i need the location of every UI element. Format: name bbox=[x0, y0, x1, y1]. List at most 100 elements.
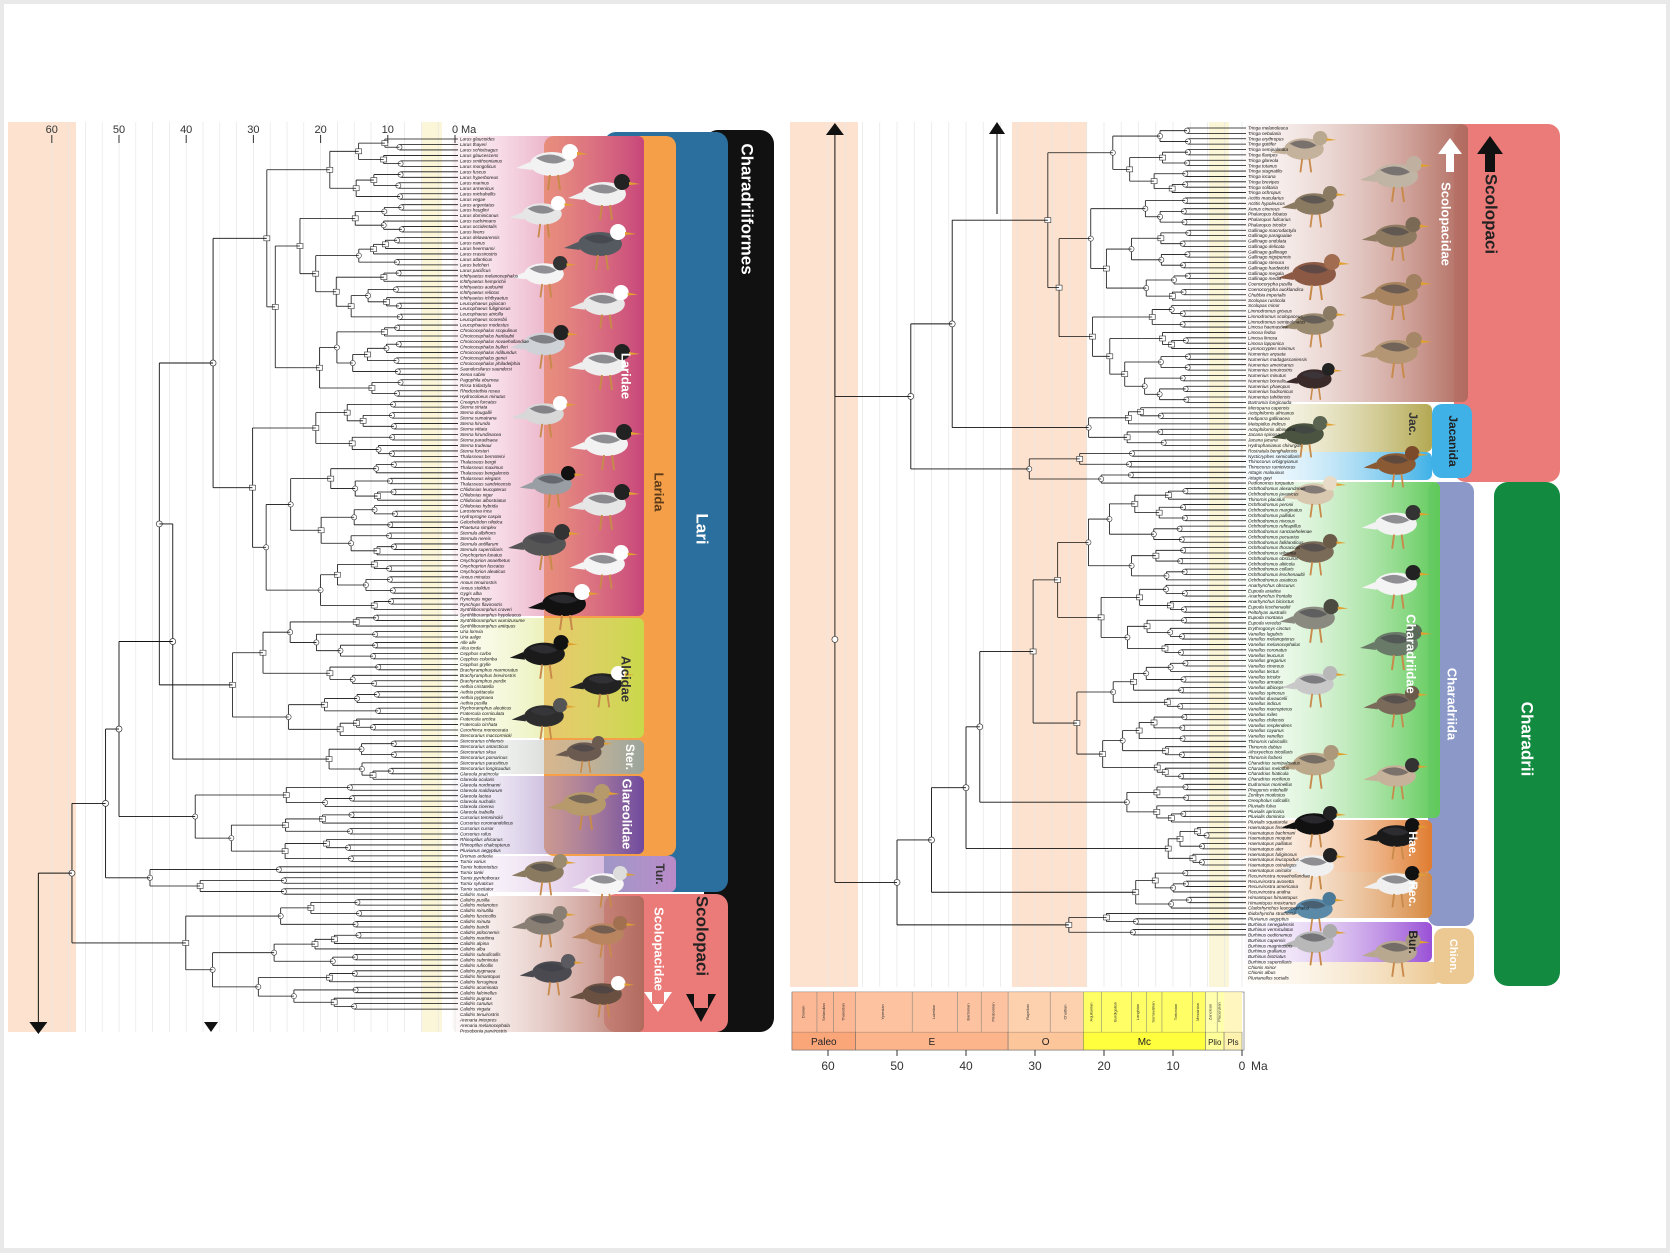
bird-leg bbox=[539, 881, 544, 896]
tip-label-left: Cerorhinca monocerata bbox=[460, 728, 508, 733]
bird-tail bbox=[548, 802, 564, 810]
tip-label-left: Larus cachinnans bbox=[460, 219, 497, 224]
bird-leg bbox=[1310, 387, 1314, 400]
bird-leg bbox=[1319, 284, 1323, 301]
tip-label-right: Chubbia imperialis bbox=[1248, 292, 1286, 297]
bird-illustration bbox=[1271, 416, 1337, 458]
bird-tail bbox=[508, 542, 524, 550]
tip-label-left: Larus smithsonianus bbox=[460, 158, 503, 163]
bird-tail bbox=[555, 750, 568, 757]
bird-leg bbox=[1309, 333, 1314, 348]
bird-tail bbox=[509, 652, 525, 660]
oligocene-band-right bbox=[1012, 122, 1087, 987]
tip-label-right: Tringa melanoleuca bbox=[1248, 126, 1288, 131]
tip-label-right: Attagis gayi bbox=[1247, 475, 1273, 480]
bird-head bbox=[592, 736, 605, 749]
tip-label-right: Metopidius indicus bbox=[1248, 421, 1286, 426]
tip-label-left: Leucophaeus fuliginosus bbox=[460, 306, 511, 311]
paleocene-band-right bbox=[790, 122, 858, 987]
bird-illustration bbox=[571, 866, 637, 908]
tip-label-right: Burhinus magnirostris bbox=[1248, 943, 1293, 948]
bird-head bbox=[1313, 131, 1328, 146]
tip-label-left: Larus dominicanus bbox=[460, 213, 499, 218]
tick-label-left: 30 bbox=[247, 124, 259, 136]
tip-label-left: Stercorarius parasiticus bbox=[460, 760, 509, 765]
bird-illustration bbox=[1360, 332, 1432, 379]
tip-label-left: Chroicocephalus philadelphia bbox=[460, 361, 520, 366]
bird-illustration bbox=[1361, 565, 1431, 609]
tip-label-right: Limnodromus griseus bbox=[1248, 309, 1293, 314]
bird-beak bbox=[1336, 673, 1347, 676]
bird-wing bbox=[1381, 827, 1409, 836]
tip-label-left: Cepphus carbo bbox=[460, 651, 492, 656]
tip-label-left: Larus livens bbox=[460, 230, 485, 235]
tip-label-left: Calidris mauri bbox=[460, 892, 489, 897]
bird-leg bbox=[1400, 473, 1405, 488]
bird-wing bbox=[589, 925, 617, 934]
bird-beak bbox=[589, 592, 600, 595]
bird-leg bbox=[537, 223, 542, 238]
tip-label-right: Tringa ochropus bbox=[1248, 190, 1282, 195]
bird-leg bbox=[1391, 654, 1395, 671]
tick-label-right: 50 bbox=[890, 1059, 904, 1073]
bird-leg bbox=[599, 514, 603, 531]
bird-illustration bbox=[569, 545, 639, 589]
bird-head bbox=[614, 484, 630, 500]
tip-label-left: Synthliboramphus antiquus bbox=[460, 624, 516, 629]
bird-tail bbox=[509, 342, 525, 350]
tip-label-right: Microparra capensis bbox=[1248, 405, 1290, 410]
bird-leg bbox=[548, 664, 553, 679]
tip-label-left: Leucophaeus atricilla bbox=[460, 312, 504, 317]
tip-label-left: Larus thayeri bbox=[460, 142, 488, 147]
tip-label-right: Charadrius melodus bbox=[1248, 766, 1290, 771]
tip-label-left: Calidris tenuirostris bbox=[460, 1012, 500, 1017]
tip-label-left: Chroicocephalus hartlaubii bbox=[460, 334, 515, 339]
bird-wing bbox=[584, 234, 614, 244]
tip-label-left: Turnix tanki bbox=[460, 870, 484, 875]
bird-wing bbox=[1380, 166, 1410, 176]
bird-beak bbox=[1419, 224, 1431, 228]
tip-label-right: Anarhynchus obscurus bbox=[1247, 583, 1295, 588]
tip-label-left: Glareola maldivarum bbox=[460, 788, 503, 793]
bird-wing bbox=[1380, 634, 1410, 644]
bird-beak bbox=[1419, 940, 1431, 944]
up-arrow-right-2 bbox=[989, 122, 1005, 134]
bird-beak bbox=[1418, 693, 1429, 696]
bird-leg bbox=[588, 760, 592, 773]
tip-label-left: Synthliboramphus craveri bbox=[460, 607, 513, 612]
bird-beak bbox=[626, 873, 637, 876]
bird-tail bbox=[1281, 202, 1296, 210]
bird-tail bbox=[1281, 864, 1296, 872]
tip-label-right: Haematopus unicolor bbox=[1248, 868, 1292, 873]
tip-label-left: Synthliboramphus wumizusume bbox=[460, 618, 525, 623]
tip-label-left: Cursorius rufus bbox=[460, 832, 492, 837]
bird-beak bbox=[1421, 340, 1432, 343]
tip-label-right: Haematopus fuliginosus bbox=[1248, 852, 1298, 857]
tip-label-right: Burhinus vermiculatus bbox=[1248, 927, 1294, 932]
tip-label-right: Actophilornis albinucha bbox=[1247, 427, 1296, 432]
tip-label-left: Sterna sumatrana bbox=[460, 416, 497, 421]
tip-label-left: Aethia pygmaea bbox=[459, 695, 494, 700]
bird-leg bbox=[547, 981, 552, 996]
bird-illustration bbox=[516, 144, 588, 191]
epoch-label: Plio bbox=[1208, 1038, 1222, 1047]
epoch-label: E bbox=[929, 1037, 936, 1048]
tip-label-right: Ochthodromus ruficapillus bbox=[1248, 524, 1302, 529]
tip-label-right: Vanellus leucurus bbox=[1248, 653, 1285, 658]
tip-label-right: Tringa semipalmata bbox=[1248, 147, 1288, 152]
bird-illustration bbox=[1281, 924, 1347, 966]
tip-label-right: Pluvialis squatarola bbox=[1248, 820, 1288, 825]
tip-label-right: Tringa brevipes bbox=[1248, 179, 1280, 184]
bird-head bbox=[613, 866, 628, 881]
bird-tail bbox=[1283, 907, 1297, 915]
scolopaci-down-arrow bbox=[686, 994, 716, 1022]
bird-beak bbox=[1334, 369, 1343, 372]
bird-leg bbox=[548, 881, 553, 896]
bird-beak bbox=[1336, 193, 1347, 196]
tip-label-left: Calidris subruficollis bbox=[460, 952, 501, 957]
tip-label-right: Vanellus tricolor bbox=[1248, 674, 1281, 679]
tick-label-left: 20 bbox=[314, 124, 326, 136]
tip-label-left: Brachyramphus perdix bbox=[460, 678, 507, 683]
tip-label-right: Thinornis rubricollis bbox=[1248, 739, 1288, 744]
tip-label-left: Stercorarius longicaudus bbox=[460, 766, 511, 771]
